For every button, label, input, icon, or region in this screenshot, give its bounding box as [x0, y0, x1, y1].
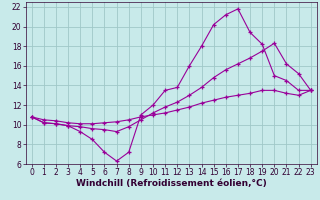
X-axis label: Windchill (Refroidissement éolien,°C): Windchill (Refroidissement éolien,°C) — [76, 179, 267, 188]
